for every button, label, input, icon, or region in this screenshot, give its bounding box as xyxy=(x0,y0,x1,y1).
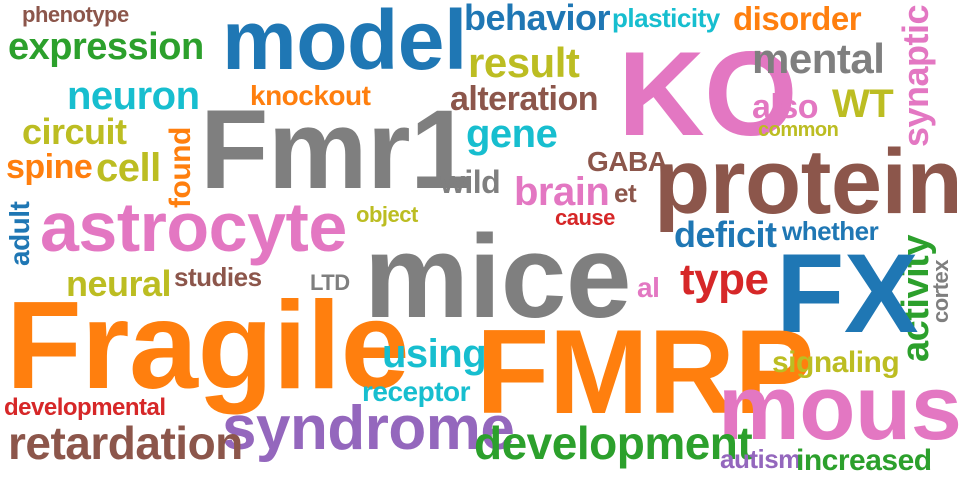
word-neuron: neuron xyxy=(67,74,200,118)
word-spine: spine xyxy=(6,148,93,186)
word-also: also xyxy=(752,88,819,126)
word-disorder: disorder xyxy=(733,0,862,37)
word-studies: studies xyxy=(174,262,262,292)
word-neural: neural xyxy=(66,263,172,304)
word-wild: wild xyxy=(440,164,501,200)
word-mental: mental xyxy=(752,35,885,82)
word-protein: protein xyxy=(654,131,960,233)
word-Fmr1: Fmr1 xyxy=(200,87,472,212)
word-syndrome: syndrome xyxy=(222,394,515,463)
word-astrocyte: astrocyte xyxy=(40,188,347,266)
word-receptor: receptor xyxy=(362,376,471,407)
word-knockout: knockout xyxy=(250,80,371,111)
word-GABA: GABA xyxy=(587,146,668,177)
word-model: model xyxy=(222,0,467,87)
word-common: common xyxy=(758,119,839,141)
word-WT: WT xyxy=(832,82,894,126)
word-cell: cell xyxy=(96,146,161,190)
word-behavior: behavior xyxy=(464,0,611,38)
word-result: result xyxy=(468,39,580,86)
word-FMRP: FMRP xyxy=(476,305,814,439)
word-cortex: cortex xyxy=(928,259,953,323)
word-signaling: signaling xyxy=(772,346,900,379)
word-development: development xyxy=(474,417,753,469)
word-mice: mice xyxy=(364,211,631,343)
word-whether: whether xyxy=(782,216,879,246)
word-increased: increased xyxy=(796,444,932,477)
word-Fragile: Fragile xyxy=(6,277,410,415)
word-FX: FX xyxy=(776,231,919,356)
word-developmental: developmental xyxy=(4,394,166,421)
word-retardation: retardation xyxy=(8,417,243,469)
word-expression: expression xyxy=(8,26,204,68)
word-object: object xyxy=(356,202,418,227)
word-circuit: circuit xyxy=(22,111,127,152)
word-deficit: deficit xyxy=(674,214,777,255)
word-phenotype: phenotype xyxy=(22,2,129,27)
word-synaptic: synaptic xyxy=(895,4,936,147)
word-using: using xyxy=(382,332,487,376)
word-LTD: LTD xyxy=(310,270,350,295)
word-alteration: alteration xyxy=(450,80,599,118)
word-et: et xyxy=(614,178,637,208)
word-plasticity: plasticity xyxy=(612,3,720,33)
word-al: al xyxy=(637,272,660,303)
word-type: type xyxy=(680,255,769,304)
word-autism: autism xyxy=(720,444,801,474)
word-cause: cause xyxy=(555,205,615,230)
word-gene: gene xyxy=(466,112,558,156)
word-brain: brain xyxy=(514,170,610,214)
word-adult: adult xyxy=(4,201,35,266)
word-KO: KO xyxy=(618,27,798,161)
word-mouse: mouse xyxy=(718,357,960,459)
